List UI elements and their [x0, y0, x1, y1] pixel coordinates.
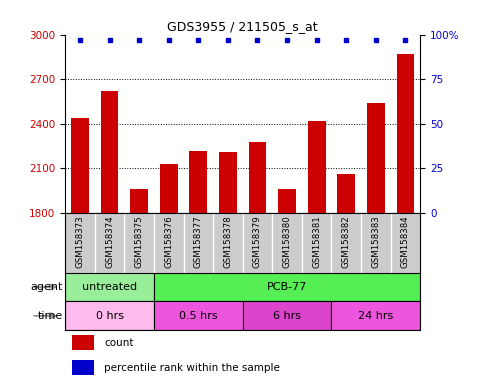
Bar — [130, 189, 148, 213]
Text: agent: agent — [30, 282, 63, 292]
Bar — [242, 301, 331, 330]
Bar — [367, 103, 384, 213]
Text: GSM158380: GSM158380 — [283, 215, 292, 268]
Bar — [71, 118, 89, 213]
Text: GSM158373: GSM158373 — [75, 215, 85, 268]
Text: GSM158379: GSM158379 — [253, 215, 262, 268]
Text: GSM158381: GSM158381 — [312, 215, 321, 268]
Text: 6 hrs: 6 hrs — [273, 311, 301, 321]
Text: GSM158383: GSM158383 — [371, 215, 380, 268]
Text: GSM158382: GSM158382 — [342, 215, 351, 268]
Text: GSM158378: GSM158378 — [224, 215, 232, 268]
Bar — [72, 335, 94, 350]
Text: GSM158384: GSM158384 — [401, 215, 410, 268]
Title: GDS3955 / 211505_s_at: GDS3955 / 211505_s_at — [168, 20, 318, 33]
Text: PCB-77: PCB-77 — [267, 282, 307, 292]
Text: 0 hrs: 0 hrs — [96, 311, 124, 321]
Text: time: time — [38, 311, 63, 321]
Bar — [308, 121, 326, 213]
Text: GSM158375: GSM158375 — [135, 215, 143, 268]
Text: untreated: untreated — [82, 282, 137, 292]
Bar — [72, 360, 94, 375]
Bar — [160, 164, 178, 213]
Text: GSM158376: GSM158376 — [164, 215, 173, 268]
Text: 0.5 hrs: 0.5 hrs — [179, 311, 218, 321]
Bar — [101, 91, 118, 213]
Text: GSM158374: GSM158374 — [105, 215, 114, 268]
Bar — [219, 152, 237, 213]
Bar — [337, 174, 355, 213]
Bar — [65, 273, 154, 301]
Text: 24 hrs: 24 hrs — [358, 311, 394, 321]
Text: percentile rank within the sample: percentile rank within the sample — [104, 362, 280, 373]
Bar — [154, 301, 243, 330]
Bar — [154, 273, 420, 301]
Bar — [397, 54, 414, 213]
Bar — [278, 189, 296, 213]
Text: GSM158377: GSM158377 — [194, 215, 203, 268]
Bar — [249, 142, 267, 213]
Text: count: count — [104, 338, 134, 348]
Bar — [331, 301, 420, 330]
Bar — [189, 151, 207, 213]
Bar — [65, 301, 154, 330]
